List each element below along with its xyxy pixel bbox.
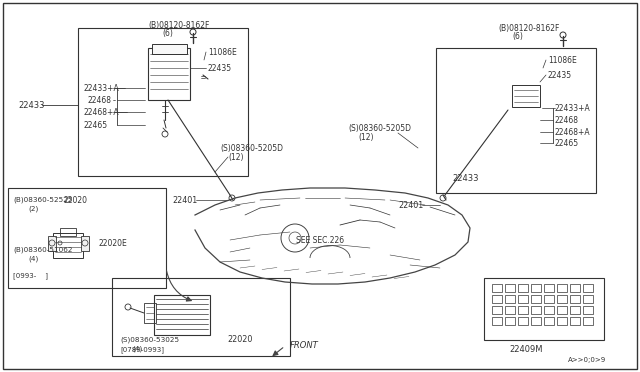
Bar (53, 233, 83, 258)
Bar (436, 48, 596, 193)
Text: (12): (12) (228, 153, 243, 161)
Text: 22468: 22468 (87, 96, 111, 105)
Bar (505, 306, 515, 314)
Text: 22468+A: 22468+A (555, 128, 591, 137)
Bar (531, 295, 541, 303)
Text: 22409M: 22409M (509, 346, 543, 355)
Text: 11086E: 11086E (548, 55, 577, 64)
Bar (492, 295, 502, 303)
Bar (583, 306, 593, 314)
Bar (570, 284, 580, 292)
Text: (12): (12) (358, 132, 374, 141)
Bar (492, 317, 502, 325)
Bar (557, 317, 567, 325)
Text: (S)08360-53025: (S)08360-53025 (120, 337, 179, 343)
Text: 22433+A: 22433+A (555, 103, 591, 112)
Bar (148, 48, 190, 100)
Text: 22433: 22433 (452, 173, 479, 183)
Bar (154, 295, 210, 335)
Bar (152, 44, 187, 54)
Bar (544, 284, 554, 292)
Bar (505, 317, 515, 325)
Bar (492, 306, 502, 314)
Bar (557, 306, 567, 314)
Text: (4): (4) (28, 256, 38, 262)
Bar (570, 295, 580, 303)
Bar (518, 306, 528, 314)
Bar (544, 306, 554, 314)
Bar (518, 284, 528, 292)
Bar (78, 28, 248, 176)
Text: 22020: 22020 (227, 336, 252, 344)
Text: 22020: 22020 (63, 196, 87, 205)
Bar (531, 284, 541, 292)
Text: (S)08360-5205D: (S)08360-5205D (348, 124, 411, 132)
Text: 22433: 22433 (18, 100, 45, 109)
Text: A>>0;0>9: A>>0;0>9 (568, 357, 606, 363)
Text: (6): (6) (512, 32, 523, 41)
Bar (570, 317, 580, 325)
Text: (B)08120-8162F: (B)08120-8162F (498, 23, 559, 32)
Bar (505, 295, 515, 303)
Bar (492, 284, 502, 292)
Text: (S)08360-5205D: (S)08360-5205D (220, 144, 283, 153)
Bar (557, 284, 567, 292)
Bar (505, 284, 515, 292)
Bar (81, 236, 89, 251)
Text: SEE SEC.226: SEE SEC.226 (296, 235, 344, 244)
Bar (518, 317, 528, 325)
Text: 22465: 22465 (83, 121, 107, 129)
Text: 22435: 22435 (548, 71, 572, 80)
Text: [0789-0993]: [0789-0993] (120, 347, 164, 353)
Bar (112, 278, 290, 356)
Text: 22465: 22465 (555, 138, 579, 148)
Bar (512, 85, 540, 107)
Bar (60, 228, 76, 236)
Text: (6): (6) (162, 29, 173, 38)
Text: 22401: 22401 (398, 201, 423, 209)
Text: 22020E: 22020E (98, 238, 127, 247)
Bar (531, 317, 541, 325)
Bar (8, 188, 166, 288)
Bar (583, 284, 593, 292)
Bar (518, 295, 528, 303)
Text: 22433+A: 22433+A (83, 83, 119, 93)
Text: 22401: 22401 (172, 196, 197, 205)
Bar (544, 295, 554, 303)
Bar (583, 295, 593, 303)
Text: (2): (2) (28, 206, 38, 212)
Text: (B)08360-51062: (B)08360-51062 (13, 247, 72, 253)
Text: [0993-    ]: [0993- ] (13, 273, 48, 279)
Bar (570, 306, 580, 314)
Text: 11086E: 11086E (208, 48, 237, 57)
Bar (144, 303, 156, 323)
Text: (B)08120-8162F: (B)08120-8162F (148, 20, 209, 29)
Bar (557, 295, 567, 303)
Text: 22468+A: 22468+A (83, 108, 118, 116)
Text: (B)08360-52525: (B)08360-52525 (13, 197, 72, 203)
Bar (544, 317, 554, 325)
Text: 22435: 22435 (208, 64, 232, 73)
Bar (484, 278, 604, 340)
Text: FRONT: FRONT (290, 340, 319, 350)
Text: (4): (4) (132, 346, 142, 352)
Text: 22468: 22468 (555, 115, 579, 125)
Bar (531, 306, 541, 314)
Bar (48, 236, 56, 251)
Bar (583, 317, 593, 325)
